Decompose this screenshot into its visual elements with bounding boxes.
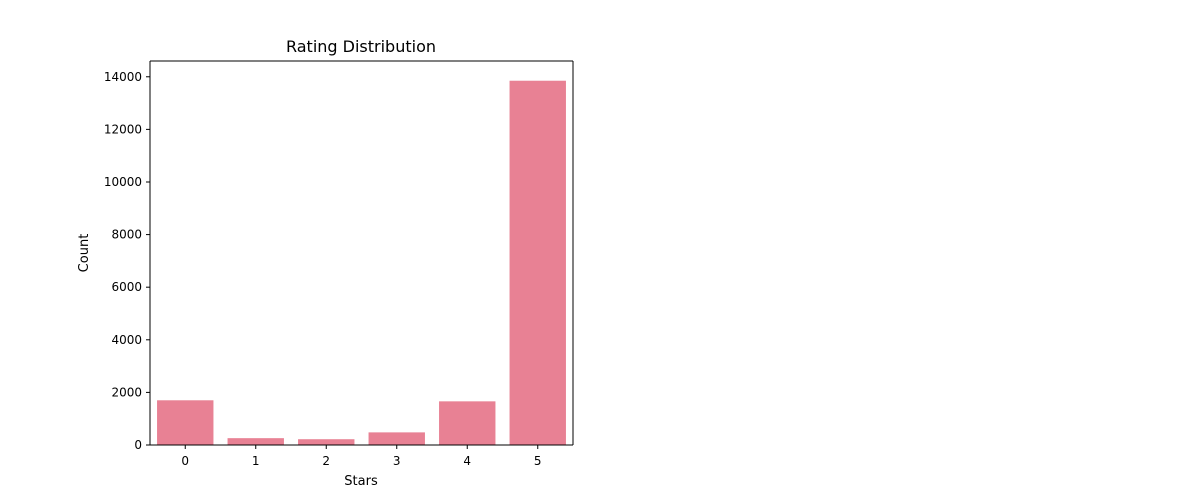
y-tick-label-14000: 14000 (104, 70, 142, 84)
bar-4 (439, 401, 496, 445)
bar-1 (227, 438, 284, 445)
bars-layer (157, 80, 566, 446)
x-tick-label-0: 0 (181, 454, 189, 468)
y-axis-ticks: 0 2000 4000 6000 8000 10000 12000 14000 (104, 70, 150, 452)
y-tick-label-2000: 2000 (111, 385, 142, 399)
x-tick-label-5: 5 (534, 454, 542, 468)
bar-5 (509, 80, 566, 446)
chart-title: Rating Distribution (286, 37, 436, 56)
y-tick-label-0: 0 (134, 438, 142, 452)
y-tick-label-4000: 4000 (111, 333, 142, 347)
x-axis-label: Stars (344, 474, 378, 489)
x-tick-label-2: 2 (322, 454, 330, 468)
x-tick-label-1: 1 (252, 454, 260, 468)
y-axis-label: Count (77, 234, 92, 273)
bar-2 (298, 439, 355, 445)
x-tick-label-3: 3 (393, 454, 401, 468)
y-tick-label-12000: 12000 (104, 122, 142, 136)
x-axis-ticks: 0 1 2 3 4 5 (181, 445, 542, 468)
bar-0 (157, 400, 214, 445)
y-tick-label-6000: 6000 (111, 280, 142, 294)
x-tick-label-4: 4 (463, 454, 471, 468)
bar-3 (368, 432, 425, 445)
y-tick-label-10000: 10000 (104, 175, 142, 189)
y-tick-label-8000: 8000 (111, 228, 142, 242)
